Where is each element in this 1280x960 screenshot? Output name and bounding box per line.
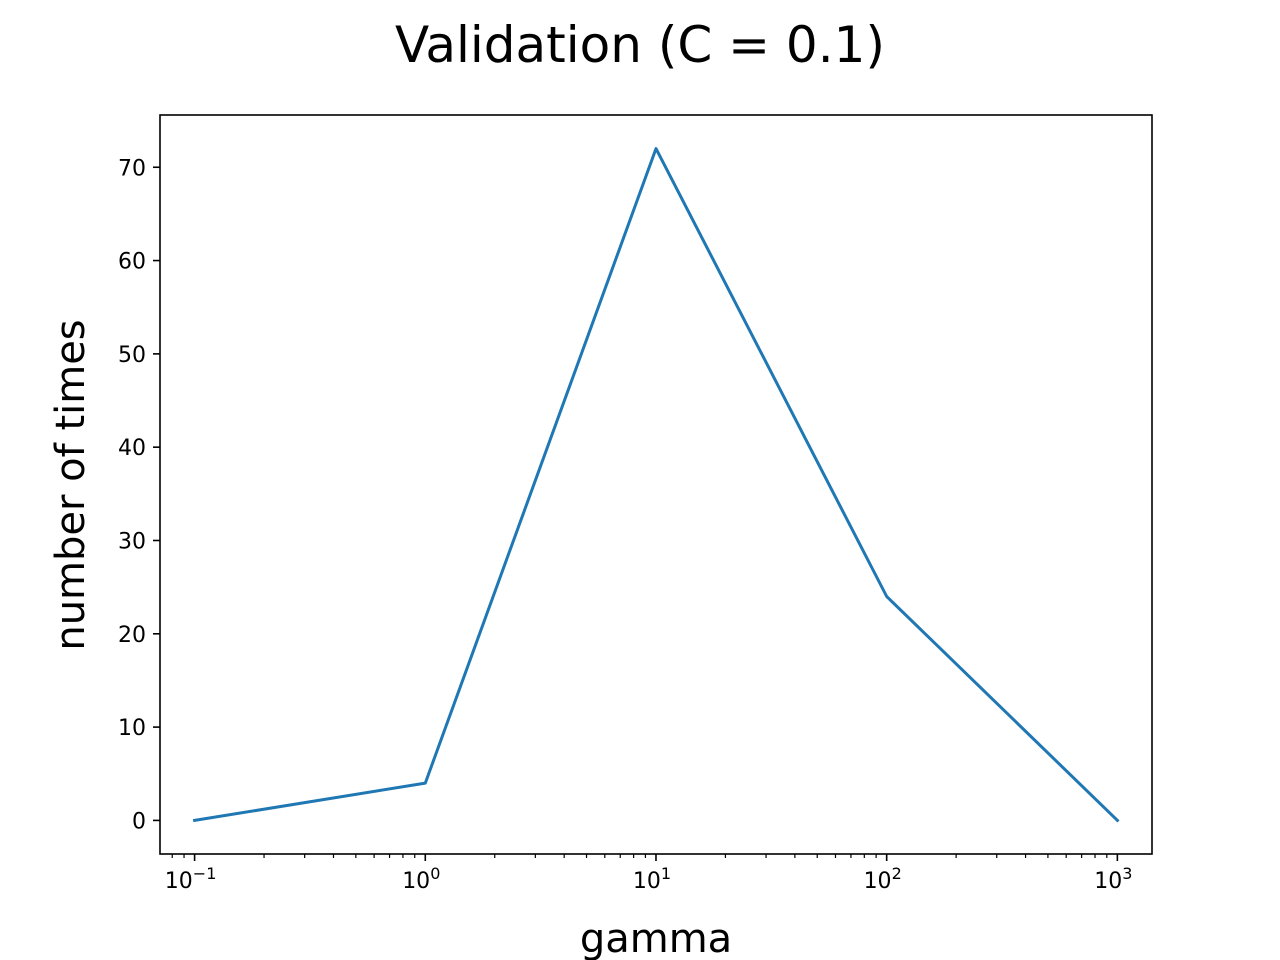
y-tick-label: 30 bbox=[118, 529, 146, 554]
x-tick-base: 10 bbox=[402, 869, 430, 894]
x-tick-base: 10 bbox=[165, 869, 193, 894]
y-tick-label: 10 bbox=[118, 716, 146, 741]
y-tick-label: 20 bbox=[118, 623, 146, 648]
x-tick-label: 102 bbox=[864, 864, 902, 894]
x-tick-label: 103 bbox=[1094, 864, 1132, 894]
y-axis-label: number of times bbox=[48, 319, 94, 650]
y-tick-label: 50 bbox=[118, 343, 146, 368]
x-tick-base: 10 bbox=[1094, 869, 1122, 894]
x-tick-label: 101 bbox=[633, 864, 671, 894]
x-tick-exponent: 0 bbox=[430, 864, 440, 883]
series-line bbox=[192, 147, 1120, 823]
y-tick-label: 70 bbox=[118, 156, 146, 181]
y-tick-label: 40 bbox=[118, 436, 146, 461]
y-tick-label: 60 bbox=[118, 250, 146, 275]
x-tick-label: 100 bbox=[402, 864, 440, 894]
chart-title: Validation (C = 0.1) bbox=[395, 16, 885, 74]
x-tick-exponent: −1 bbox=[193, 864, 217, 883]
x-tick-base: 10 bbox=[864, 869, 892, 894]
x-axis-label: gamma bbox=[580, 916, 732, 960]
y-tick-label: 0 bbox=[132, 809, 146, 834]
x-tick-exponent: 2 bbox=[892, 864, 902, 883]
x-tick-exponent: 1 bbox=[661, 864, 671, 883]
plot-frame bbox=[159, 114, 1153, 855]
x-tick-exponent: 3 bbox=[1122, 864, 1132, 883]
x-tick-base: 10 bbox=[633, 869, 661, 894]
x-tick-label: 10−1 bbox=[165, 864, 217, 894]
